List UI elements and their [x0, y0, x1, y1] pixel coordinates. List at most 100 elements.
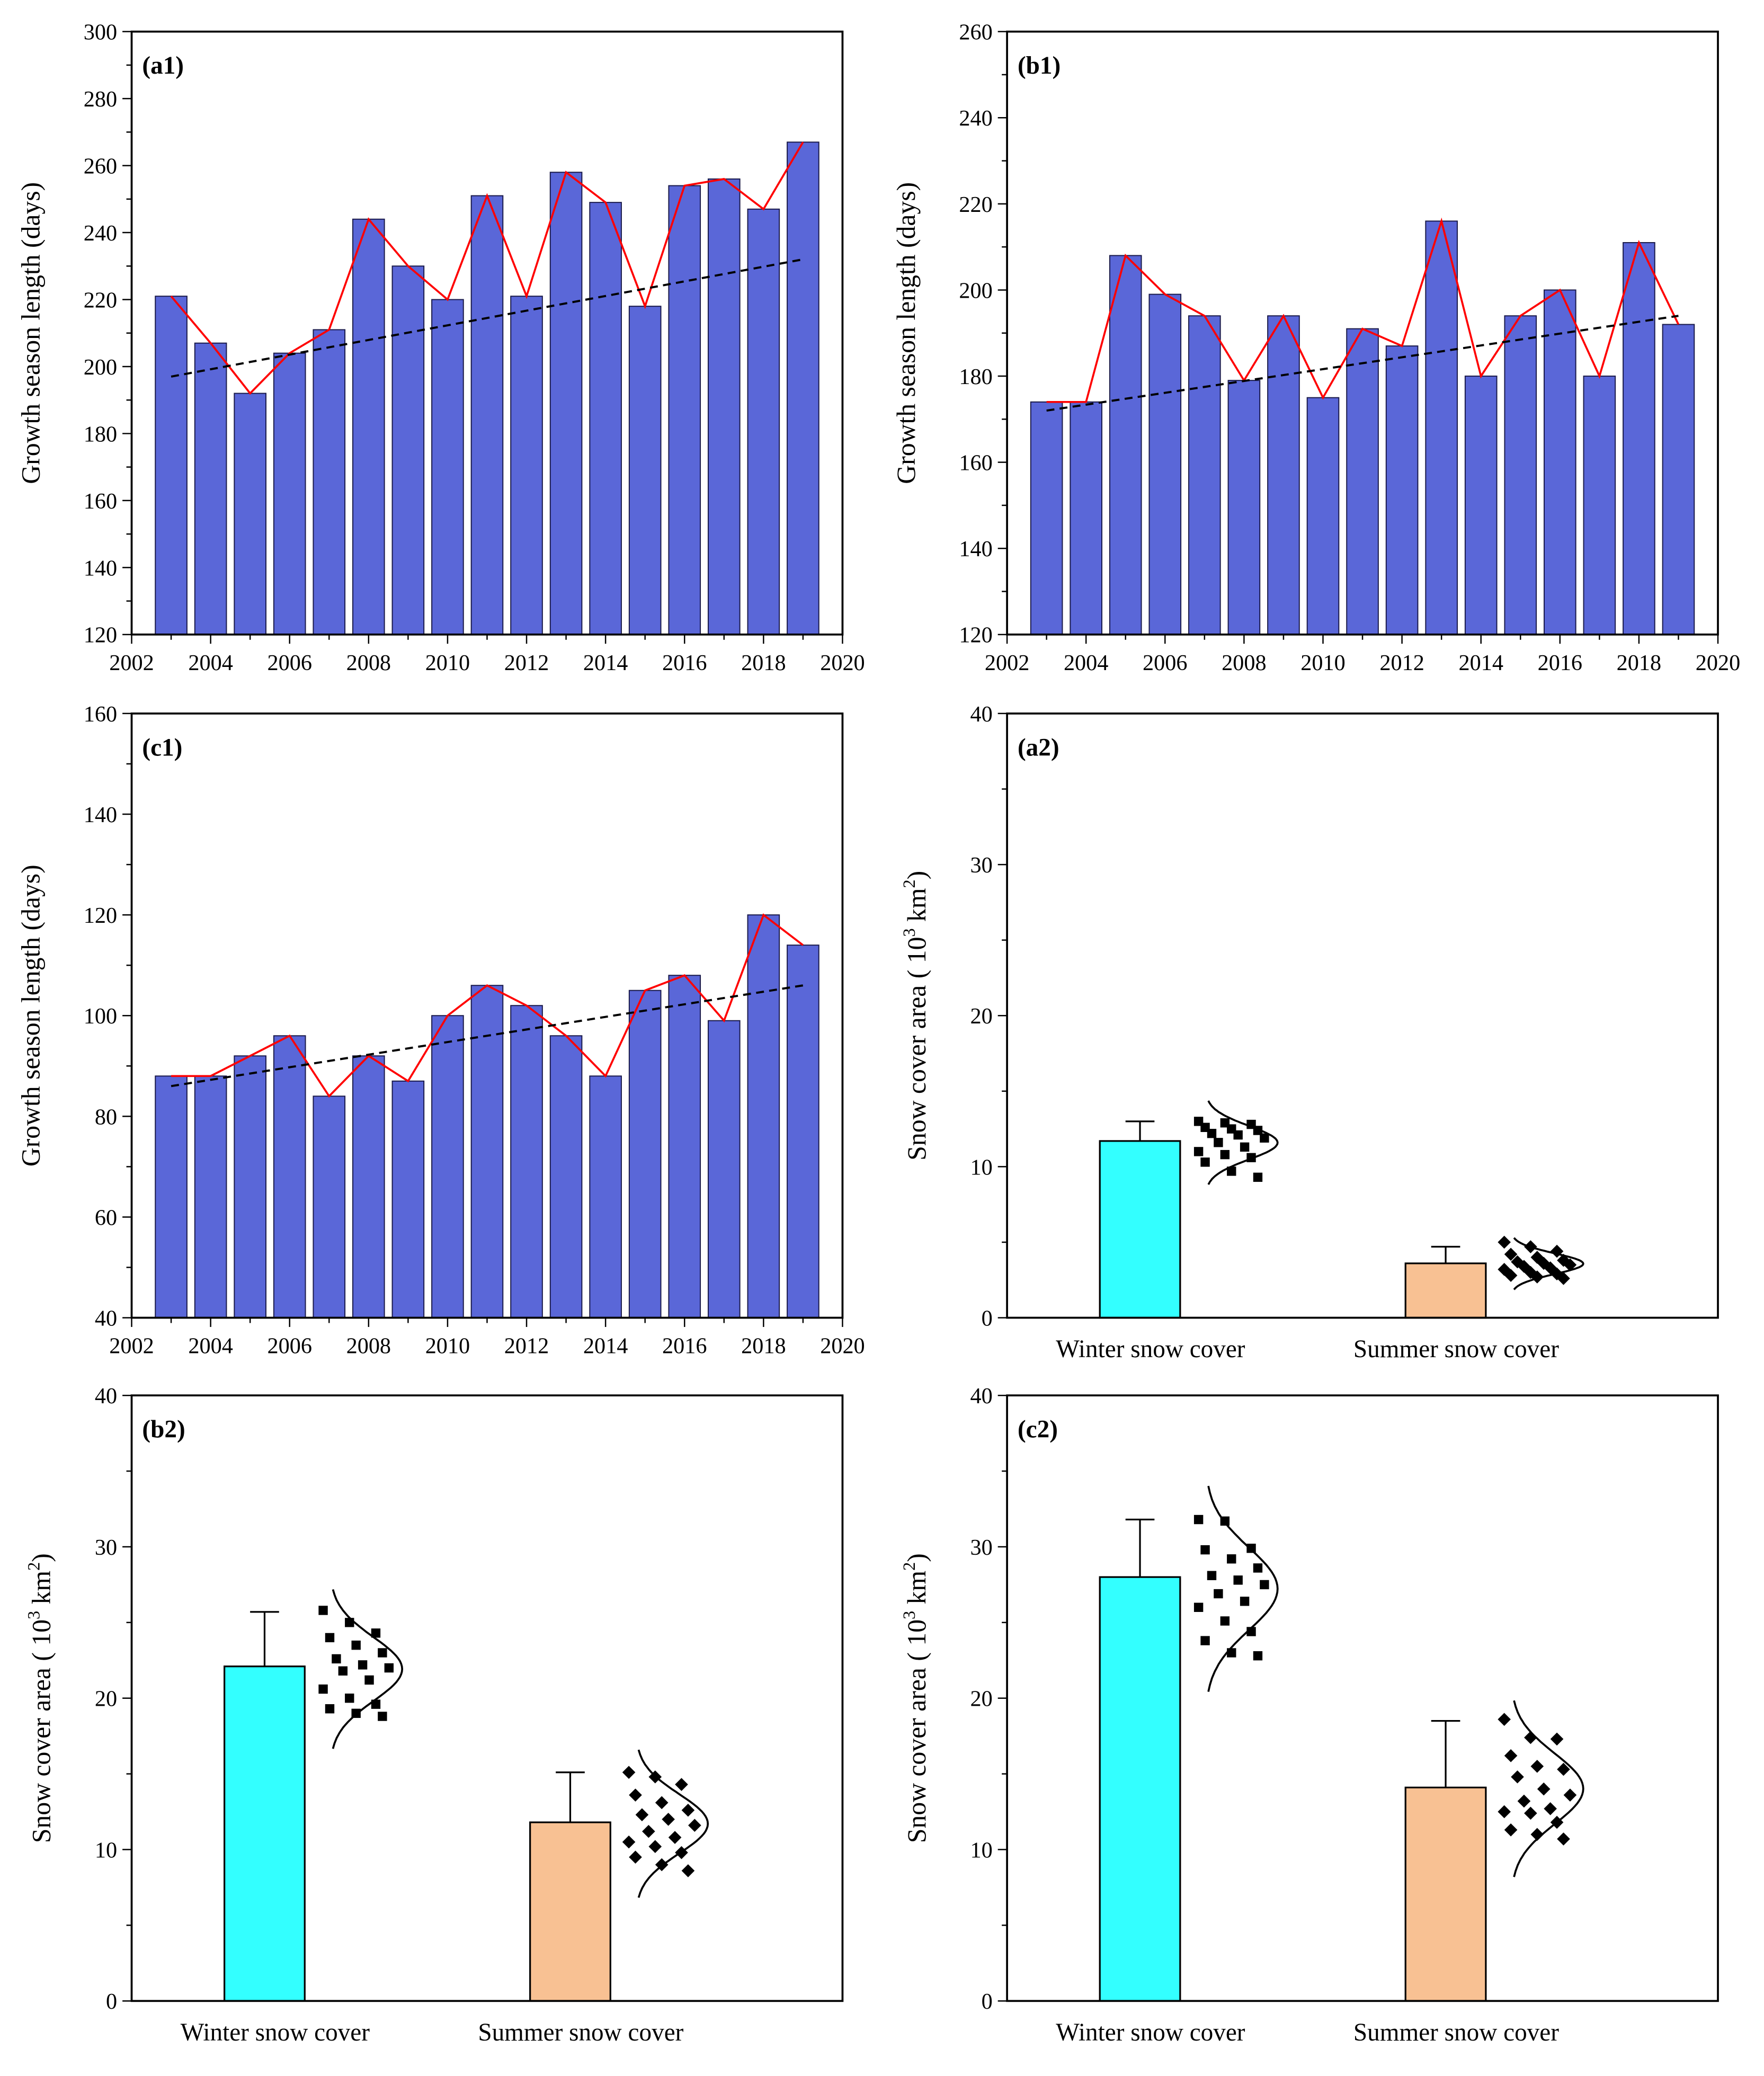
data-point	[1557, 1272, 1570, 1285]
y-tick-label: 160	[84, 702, 117, 727]
data-point	[358, 1660, 368, 1670]
data-point	[1260, 1133, 1269, 1143]
x-tick-label: 2018	[741, 1334, 786, 1359]
y-axis-label: Growth season length (days)	[16, 865, 46, 1166]
distribution-curve	[1513, 1237, 1584, 1290]
y-tick-label: 30	[970, 853, 993, 878]
y-tick-label: 20	[970, 1687, 993, 1712]
y-tick-label: 120	[84, 903, 117, 928]
value-line	[170, 141, 804, 395]
y-axis-label: Snow cover area ( 103 km2)	[899, 871, 931, 1161]
y-tick-label: 240	[84, 221, 117, 246]
y-axis-label-part: km	[26, 1571, 56, 1611]
data-point	[1498, 1805, 1511, 1819]
y-tick-label: 0	[982, 1989, 993, 2014]
y-axis-label-part: 2	[899, 879, 919, 888]
y-tick-label: 140	[84, 803, 117, 827]
x-tick-label: 2014	[1458, 651, 1503, 675]
trend-line	[171, 258, 804, 378]
y-axis-label-part: km	[902, 888, 931, 928]
data-point	[1233, 1575, 1243, 1585]
bar-2009	[391, 265, 425, 635]
bar-2008	[352, 1055, 385, 1318]
data-point	[1253, 1563, 1263, 1573]
y-axis-label-part: Snow cover area ( 10	[902, 937, 931, 1161]
data-point	[332, 1654, 341, 1664]
bar-winter	[1099, 1576, 1181, 2002]
bar-2013	[549, 172, 583, 635]
data-point	[1517, 1794, 1531, 1808]
data-point	[1504, 1248, 1518, 1261]
data-point	[345, 1694, 354, 1703]
data-point	[1537, 1782, 1551, 1796]
data-point	[1193, 1602, 1204, 1612]
y-axis-label: Snow cover area ( 103 km2)	[899, 1553, 931, 1843]
x-tick-label: 2010	[1300, 651, 1345, 675]
y-tick-label: 260	[959, 20, 992, 45]
x-tick-label: 2004	[1064, 651, 1108, 675]
y-tick-label: 160	[959, 451, 992, 476]
data-point	[1253, 1172, 1263, 1182]
bar-2012	[510, 296, 543, 635]
data-point	[1504, 1749, 1518, 1762]
data-point	[338, 1666, 348, 1676]
bar-2012	[1385, 345, 1419, 635]
data-point	[622, 1835, 636, 1849]
x-tick-label: 2018	[1617, 651, 1661, 675]
bar-2003	[1030, 401, 1063, 635]
bar-2012	[510, 1005, 543, 1318]
bar-2006	[273, 352, 306, 635]
x-tick-label: 2020	[820, 651, 865, 675]
y-tick-label: 140	[84, 556, 117, 581]
data-point	[1504, 1269, 1518, 1282]
y-tick-label: 180	[959, 364, 992, 389]
data-point	[325, 1704, 335, 1714]
x-category-label: Winter snow cover	[1056, 1335, 1245, 1363]
data-point	[351, 1641, 361, 1650]
x-tick-label: 2006	[267, 651, 311, 675]
bar-2005	[234, 393, 266, 635]
data-point	[1530, 1828, 1544, 1841]
data-point	[318, 1684, 328, 1694]
bar-2018	[747, 208, 780, 635]
y-tick-label: 80	[95, 1104, 117, 1129]
y-axis-label: Snow cover area ( 103 km2)	[24, 1553, 56, 1843]
x-tick-label: 2008	[346, 1334, 391, 1359]
data-point	[371, 1628, 381, 1638]
data-point	[1233, 1130, 1243, 1140]
y-axis-label-part: 3	[899, 1611, 919, 1619]
bar-2014	[589, 1075, 622, 1318]
bar-2013	[1425, 220, 1458, 635]
bar-2011	[1346, 328, 1379, 635]
data-point	[1220, 1150, 1230, 1160]
x-tick-label: 2014	[583, 651, 628, 675]
data-point	[1504, 1823, 1518, 1837]
y-tick-label: 220	[84, 288, 117, 313]
x-tick-label: 2002	[985, 651, 1029, 675]
bar-2013	[549, 1035, 583, 1318]
y-tick-label: 30	[970, 1535, 993, 1560]
bar-2017	[1583, 376, 1616, 635]
data-point	[1214, 1138, 1223, 1147]
y-tick-label: 160	[84, 489, 117, 514]
y-tick-label: 10	[95, 1838, 117, 1863]
x-tick-label: 2012	[504, 651, 549, 675]
bar-2004	[194, 1075, 227, 1318]
panel-label: (a2)	[1018, 734, 1059, 761]
y-axis-label-part: )	[902, 1553, 931, 1562]
y-axis-label-part: km	[902, 1571, 931, 1611]
data-point	[1563, 1788, 1577, 1802]
y-tick-label: 10	[970, 1155, 993, 1180]
bar-2016	[668, 185, 701, 635]
y-tick-label: 220	[959, 192, 992, 217]
bar-2011	[470, 985, 504, 1318]
y-axis-label-part: 2	[24, 1562, 43, 1571]
distribution-curve	[1513, 1700, 1584, 1877]
plot-frame	[1006, 30, 1719, 636]
data-point	[1193, 1514, 1204, 1525]
panel-a1: 120 140 160 180 200 220 240 260 280 300 2002 2004 20…	[16, 20, 865, 675]
data-point	[1544, 1802, 1557, 1815]
trend-line	[171, 984, 804, 1088]
data-point	[1240, 1142, 1250, 1152]
data-point	[345, 1618, 354, 1627]
